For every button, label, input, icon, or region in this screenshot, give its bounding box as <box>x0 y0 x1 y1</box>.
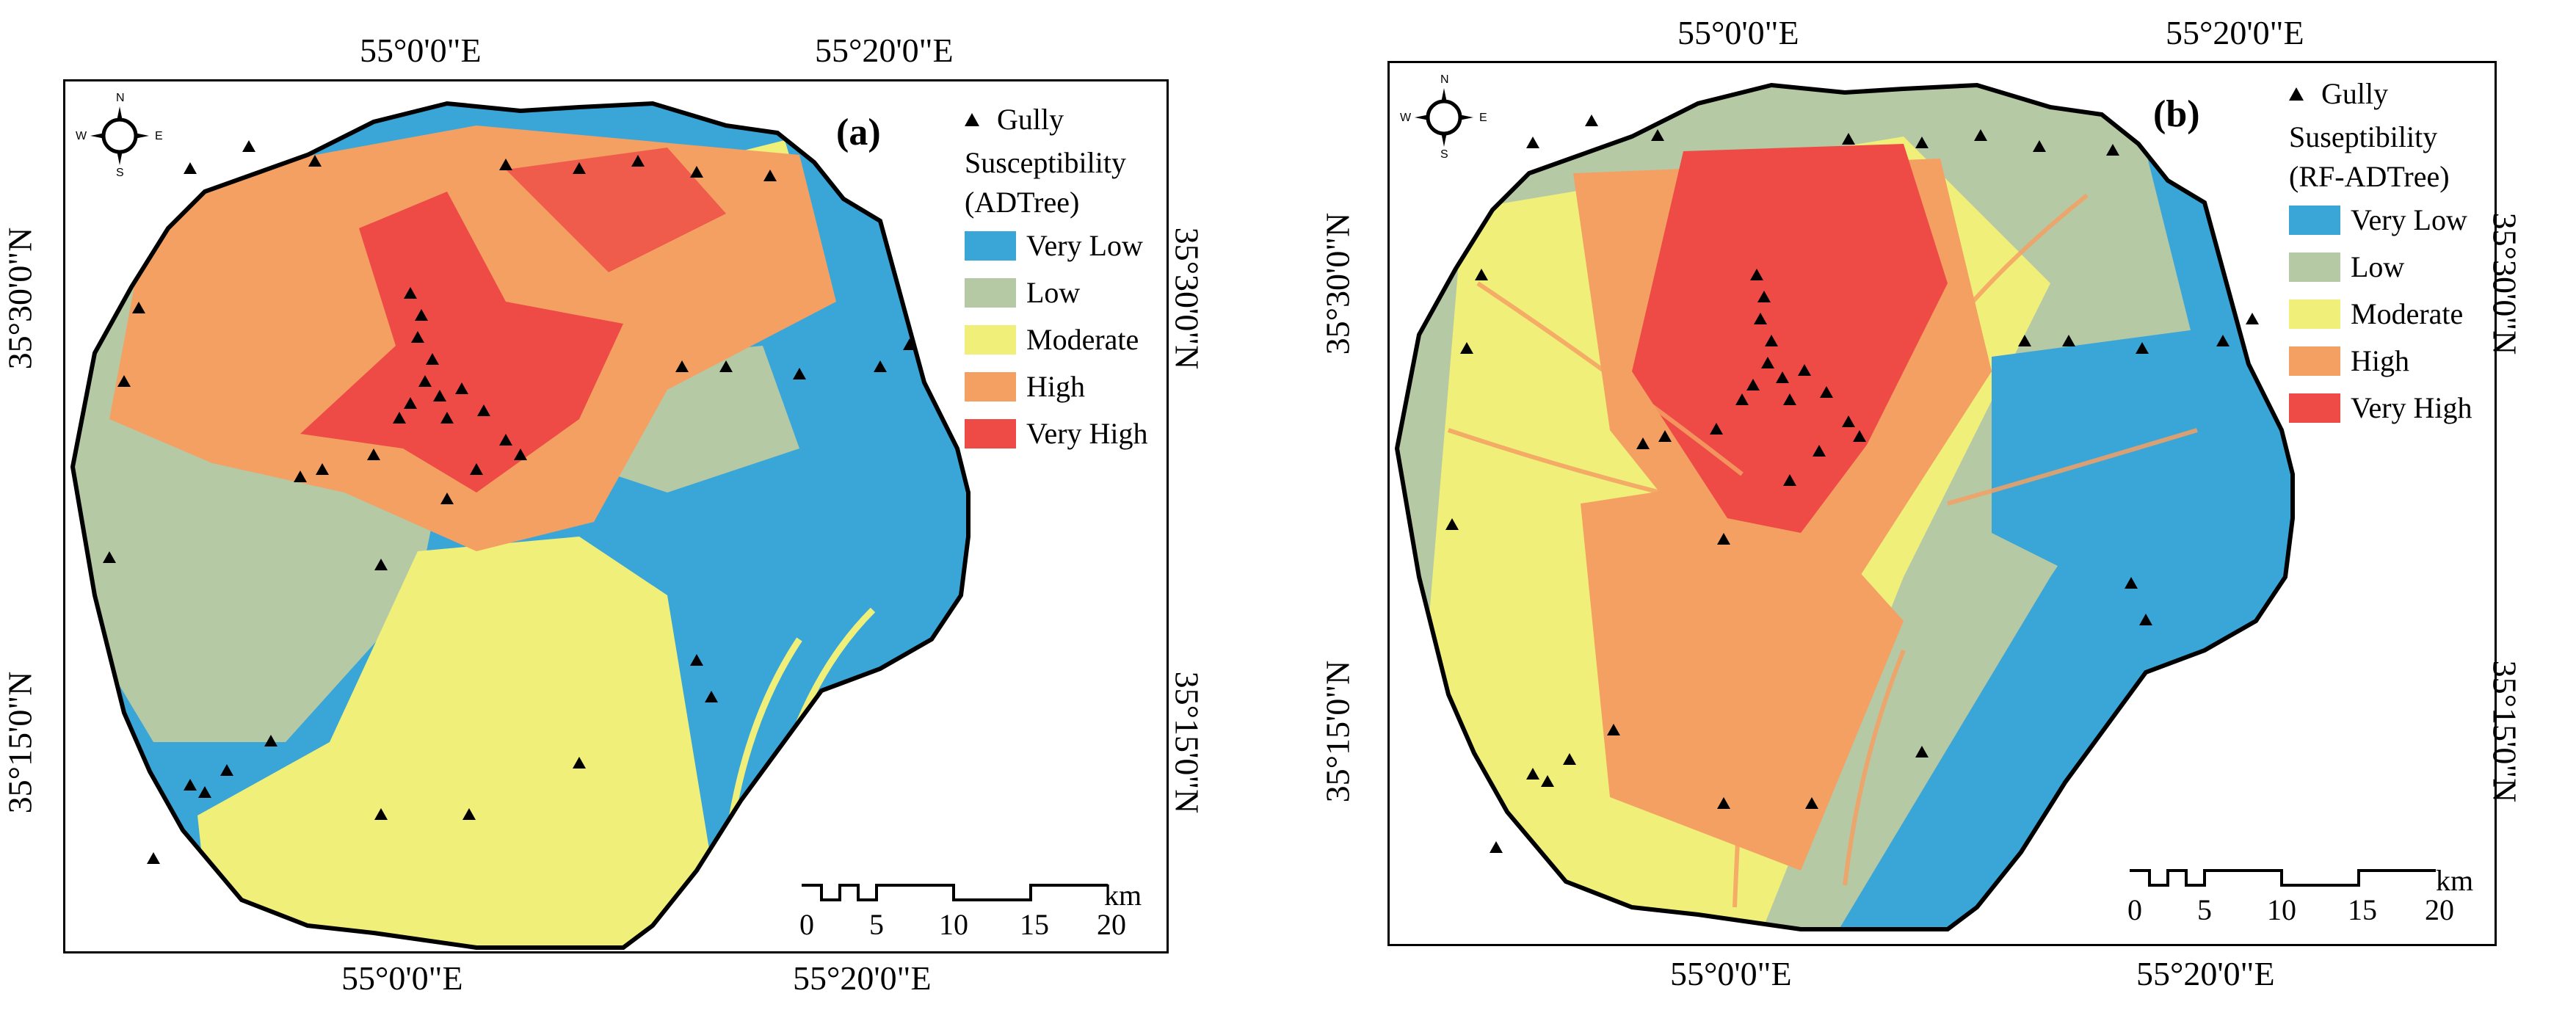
legend-item: Very Low <box>2289 197 2472 244</box>
compass-rose-icon <box>1415 88 1473 147</box>
scale-unit: km <box>2436 864 2474 897</box>
compass-n: N <box>1440 73 1449 86</box>
legend-swatch <box>965 372 1016 402</box>
legend-label: Moderate <box>2351 297 2464 330</box>
bottom-lon-label-1: 55°0'0"E <box>1670 955 1792 992</box>
bottom-lon-label-2: 55°20'0"E <box>793 959 932 997</box>
left-lat-label-2: 35°15'0"N <box>1318 660 1357 803</box>
map-frame-a: N S W E (a) Gully Susceptibility (ADTree… <box>63 79 1169 953</box>
legend-swatch <box>965 419 1016 448</box>
legend-label: Very High <box>1026 417 1148 450</box>
scale-bar-graphic <box>802 884 1108 901</box>
legend-item: High <box>965 363 1148 410</box>
map-frame-b: N S W E (b) Gully Suseptibility (RF-ADTr… <box>1387 61 2497 946</box>
legend-item: Low <box>965 269 1148 316</box>
compass-w: W <box>76 130 87 142</box>
legend-gully-a: Gully <box>965 96 1148 143</box>
legend-item: Very Low <box>965 222 1148 269</box>
legend-label: High <box>1026 370 1085 403</box>
zone-moderate-a <box>197 537 726 948</box>
legend-swatch <box>2289 206 2340 235</box>
compass-e: E <box>1479 112 1487 124</box>
right-lat-label-2: 35°15'0"N <box>2486 660 2524 803</box>
legend-label: Very High <box>2351 391 2472 424</box>
scale-tick: 15 <box>1020 908 1049 941</box>
panel-a: 55°0'0"E 55°20'0"E <box>0 0 1277 1010</box>
legend-title-line-2: (RF-ADTree) <box>2289 160 2450 193</box>
legend-title-line-2: (ADTree) <box>965 186 1080 219</box>
legend-swatch <box>965 231 1016 261</box>
map-a <box>70 101 970 950</box>
right-lat-label-1: 35°30'0"N <box>1168 227 1206 370</box>
map-b <box>1394 82 2295 931</box>
scale-tick: 5 <box>869 908 884 941</box>
legend-item: High <box>2289 338 2472 385</box>
north-arrow-b: N S W E <box>1400 73 1488 161</box>
scale-tick: 20 <box>1097 908 1126 941</box>
legend-label: Moderate <box>1026 323 1139 356</box>
legend-item: Moderate <box>2289 291 2472 338</box>
triangle-marker-icon <box>965 113 979 126</box>
scale-tick: 0 <box>2127 893 2142 926</box>
legend-label: High <box>2351 344 2409 377</box>
gully-points-b <box>1445 115 2259 853</box>
panel-tag-b: (b) <box>2153 93 2200 135</box>
compass-n: N <box>116 92 125 104</box>
compass-s: S <box>1440 148 1448 161</box>
bottom-lon-label-2: 55°20'0"E <box>2136 955 2275 992</box>
scale-bar-a: km 0 5 10 15 20 <box>799 878 1142 941</box>
right-lat-label-2: 35°15'0"N <box>1168 671 1206 814</box>
panel-b: 55°0'0"E 55°20'0"E <box>1307 0 2576 1010</box>
legend-item: Low <box>2289 244 2472 291</box>
panel-tag-a: (a) <box>836 112 881 153</box>
scale-tick: 10 <box>2267 893 2296 926</box>
legend-gully-b: Gully <box>2289 70 2472 117</box>
scale-tick: 10 <box>939 908 968 941</box>
north-arrow-a: N S W E <box>76 92 164 180</box>
legend-swatch <box>965 278 1016 308</box>
legend-gully-label: Gully <box>997 103 1064 136</box>
legend-b: Gully Suseptibility (RF-ADTree) Very Low… <box>2289 70 2472 432</box>
legend-swatch <box>2289 252 2340 282</box>
scale-tick: 0 <box>799 908 814 941</box>
top-lon-label-1: 55°0'0"E <box>360 32 482 69</box>
right-lat-label-1: 35°30'0"N <box>2486 212 2524 355</box>
legend-item: Very High <box>965 410 1148 457</box>
zone-very-high-a <box>300 192 623 493</box>
compass-s: S <box>116 167 124 179</box>
legend-swatch <box>2289 346 2340 376</box>
legend-swatch <box>2289 393 2340 423</box>
scale-tick: 20 <box>2425 893 2454 926</box>
left-lat-label-2: 35°15'0"N <box>1 671 39 814</box>
top-lon-label-2: 55°20'0"E <box>815 32 954 69</box>
triangle-marker-icon <box>2289 87 2304 101</box>
legend-gully-label: Gully <box>2321 77 2389 110</box>
compass-w: W <box>1400 112 1412 124</box>
legend-swatch <box>2289 299 2340 329</box>
legend-a: Gully Susceptibility (ADTree) Very Low L… <box>965 96 1148 457</box>
legend-swatch <box>965 325 1016 355</box>
legend-label: Very Low <box>1026 229 1143 262</box>
top-lon-label-2: 55°20'0"E <box>2166 14 2304 51</box>
scale-unit: km <box>1104 879 1142 912</box>
left-lat-label-1: 35°30'0"N <box>1 227 39 370</box>
gully-points-a <box>103 140 916 864</box>
legend-label: Very Low <box>2351 203 2467 236</box>
legend-item: Moderate <box>965 316 1148 363</box>
scale-tick: 15 <box>2348 893 2377 926</box>
legend-title-line-1: Suseptibility <box>2289 120 2438 153</box>
legend-label: Low <box>1026 276 1081 309</box>
scale-tick: 5 <box>2197 893 2212 926</box>
zone-very-high-b <box>1632 144 1948 533</box>
scale-bar-graphic <box>2130 869 2436 887</box>
compass-rose-icon <box>90 106 149 165</box>
legend-label: Low <box>2351 250 2405 283</box>
left-lat-label-1: 35°30'0"N <box>1318 212 1357 355</box>
legend-item: Very High <box>2289 385 2472 432</box>
bottom-lon-label-1: 55°0'0"E <box>341 959 463 997</box>
top-lon-label-1: 55°0'0"E <box>1677 14 1799 51</box>
compass-e: E <box>155 130 163 142</box>
scale-bar-b: km 0 5 10 15 20 <box>2127 863 2474 926</box>
legend-title-line-1: Susceptibility <box>965 146 1126 179</box>
